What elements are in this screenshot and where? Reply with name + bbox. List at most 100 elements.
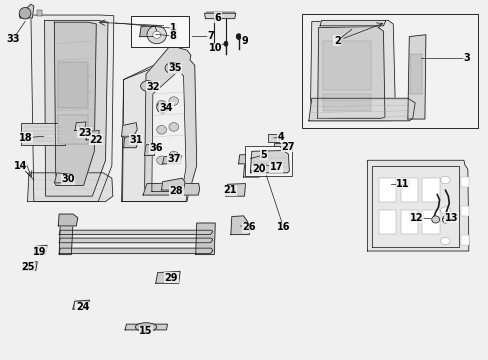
Text: 29: 29	[164, 273, 178, 283]
Text: 21: 21	[223, 185, 236, 195]
Ellipse shape	[19, 8, 31, 19]
Polygon shape	[19, 4, 34, 18]
Polygon shape	[308, 98, 414, 121]
Polygon shape	[34, 245, 47, 255]
Polygon shape	[366, 160, 468, 251]
Text: 13: 13	[444, 213, 458, 222]
Text: 18: 18	[19, 133, 33, 143]
Bar	[302, 14, 477, 128]
Text: 19: 19	[33, 247, 46, 257]
Text: 17: 17	[269, 162, 283, 172]
Ellipse shape	[168, 97, 178, 105]
Text: 20: 20	[252, 164, 265, 174]
Polygon shape	[243, 164, 260, 177]
Bar	[461, 234, 468, 244]
Ellipse shape	[168, 151, 178, 160]
Polygon shape	[310, 21, 395, 121]
Bar	[131, 16, 188, 47]
Polygon shape	[31, 15, 114, 202]
Text: 35: 35	[168, 63, 182, 73]
Polygon shape	[162, 156, 181, 164]
Bar	[323, 94, 370, 111]
Polygon shape	[250, 150, 289, 173]
Polygon shape	[143, 184, 199, 195]
Bar	[378, 178, 395, 202]
Bar	[21, 123, 65, 145]
Text: 30: 30	[61, 174, 75, 184]
Text: 34: 34	[160, 103, 173, 113]
Polygon shape	[27, 173, 113, 202]
Text: 28: 28	[169, 186, 183, 197]
Polygon shape	[44, 21, 108, 196]
Text: 11: 11	[395, 179, 409, 189]
Polygon shape	[204, 13, 235, 19]
Polygon shape	[238, 154, 256, 164]
Ellipse shape	[75, 302, 84, 309]
Ellipse shape	[135, 323, 157, 331]
Ellipse shape	[164, 63, 179, 73]
Polygon shape	[144, 144, 156, 156]
Ellipse shape	[442, 216, 447, 223]
Ellipse shape	[168, 123, 178, 131]
Polygon shape	[144, 45, 196, 194]
Text: 31: 31	[129, 135, 142, 145]
Ellipse shape	[440, 176, 449, 184]
Bar	[400, 178, 417, 202]
Polygon shape	[122, 123, 137, 136]
Polygon shape	[75, 122, 86, 131]
Ellipse shape	[153, 31, 160, 39]
Ellipse shape	[157, 126, 166, 134]
Text: 23: 23	[78, 128, 91, 138]
Text: 5: 5	[260, 150, 267, 160]
Bar	[58, 116, 88, 144]
Polygon shape	[54, 22, 96, 185]
Text: 37: 37	[167, 154, 180, 164]
Bar	[267, 134, 278, 142]
Bar	[273, 143, 285, 150]
Polygon shape	[59, 238, 212, 243]
Ellipse shape	[157, 100, 166, 109]
Ellipse shape	[36, 247, 43, 253]
Text: 25: 25	[20, 262, 34, 272]
Text: 36: 36	[149, 143, 162, 153]
Text: 8: 8	[169, 31, 176, 41]
Bar	[400, 211, 417, 234]
Polygon shape	[125, 324, 167, 330]
Polygon shape	[54, 173, 75, 183]
Polygon shape	[140, 26, 157, 37]
Text: 10: 10	[208, 43, 222, 53]
Polygon shape	[152, 71, 185, 192]
Ellipse shape	[224, 41, 227, 46]
Bar	[409, 54, 422, 94]
Polygon shape	[59, 225, 73, 255]
Polygon shape	[195, 223, 215, 255]
Text: 33: 33	[6, 35, 20, 44]
Bar	[37, 10, 42, 16]
Text: 4: 4	[277, 132, 284, 142]
Text: 15: 15	[139, 326, 152, 336]
Ellipse shape	[236, 34, 241, 40]
Polygon shape	[407, 35, 425, 119]
Ellipse shape	[440, 207, 449, 214]
Text: 26: 26	[242, 222, 256, 232]
Polygon shape	[230, 216, 250, 234]
Polygon shape	[156, 271, 180, 283]
Ellipse shape	[141, 81, 155, 91]
Polygon shape	[122, 51, 193, 202]
Text: 12: 12	[409, 213, 423, 222]
Bar	[323, 41, 370, 90]
Text: 3: 3	[462, 53, 469, 63]
Bar	[422, 178, 439, 202]
Polygon shape	[123, 135, 138, 148]
Bar	[461, 177, 468, 187]
Text: 22: 22	[89, 135, 102, 145]
Ellipse shape	[157, 156, 166, 165]
Polygon shape	[205, 12, 234, 19]
Polygon shape	[317, 27, 384, 118]
Text: 1: 1	[170, 23, 177, 33]
Polygon shape	[58, 214, 78, 226]
Polygon shape	[161, 178, 184, 190]
Polygon shape	[22, 262, 37, 270]
Polygon shape	[73, 300, 89, 309]
Text: 24: 24	[76, 302, 89, 312]
